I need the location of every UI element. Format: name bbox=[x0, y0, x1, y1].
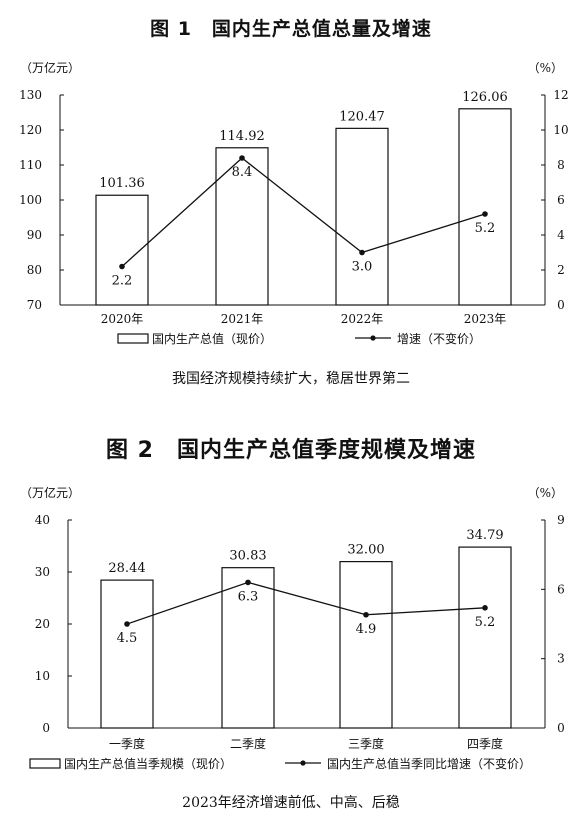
chart2-plot: （万亿元） （%） 0 10 20 30 40 0 3 6 9 28.44 一季度 30.83 二季度 32.… bbox=[20, 485, 565, 771]
chart1-y-tick-label: 90 bbox=[27, 228, 42, 242]
chart2-bar bbox=[221, 567, 275, 729]
chart1-y2-tick-label: 12 bbox=[553, 88, 568, 102]
chart1-y2-tick-label: 0 bbox=[557, 298, 565, 312]
chart1-y2-tick-label: 2 bbox=[557, 263, 565, 277]
chart2-growth-value-label: 4.5 bbox=[117, 631, 138, 646]
chart2-y2-tick-label: 9 bbox=[557, 513, 565, 527]
chart1-bar-value-label: 120.47 bbox=[339, 109, 385, 124]
chart1-y-tick-label: 130 bbox=[19, 88, 42, 102]
chart1-y-tick-label: 110 bbox=[19, 158, 42, 172]
chart1-y-unit: （万亿元） bbox=[20, 60, 80, 75]
chart1-plot: （万亿元） （%） 70 80 90 100 110 120 130 0 2 4 6 8 10 12 101.3… bbox=[19, 60, 569, 346]
chart2-bar-value-label: 34.79 bbox=[466, 528, 503, 543]
chart2-caption: 2023年经济增速前低、中高、后稳 bbox=[182, 795, 400, 811]
chart1-caption: 我国经济规模持续扩大，稳居世界第二 bbox=[172, 371, 410, 387]
chart2-growth-line bbox=[126, 581, 486, 625]
chart2-growth-point bbox=[482, 605, 488, 611]
chart2-title: 图 2 国内生产总值季度规模及增速 bbox=[106, 438, 476, 463]
chart1-growth-point bbox=[239, 155, 245, 161]
chart2-y2-unit: （%） bbox=[528, 486, 563, 500]
chart1-growth-value-label: 3.0 bbox=[352, 260, 373, 275]
chart2-y2-tick-label: 3 bbox=[557, 652, 565, 666]
chart1-y2-tick-label: 4 bbox=[557, 228, 565, 242]
chart2-growth-value-label: 4.9 bbox=[356, 622, 377, 637]
chart1-x-tick-label: 2023年 bbox=[464, 312, 507, 326]
chart1-legend-line-label: 增速（不变价） bbox=[397, 331, 481, 346]
chart1-growth-point bbox=[119, 263, 125, 270]
chart2-x-tick-label: 三季度 bbox=[348, 736, 384, 751]
chart1-x-tick-label: 2022年 bbox=[341, 312, 384, 326]
chart2-bar-value-label: 28.44 bbox=[108, 561, 145, 576]
chart1-growth-value-label: 8.4 bbox=[232, 165, 253, 180]
chart1-y2-unit: （%） bbox=[528, 61, 563, 75]
chart2-growth-value-label: 6.3 bbox=[238, 589, 259, 604]
chart2-y-tick-label: 20 bbox=[35, 617, 50, 631]
chart1-legend-bar-swatch bbox=[117, 333, 149, 344]
chart2-bar bbox=[100, 579, 154, 729]
chart1-y2-tick-label: 8 bbox=[557, 158, 565, 172]
chart1-legend-line-marker bbox=[370, 335, 376, 341]
chart2-growth-point bbox=[124, 621, 130, 627]
chart1-y2-tick-label: 10 bbox=[553, 123, 568, 137]
chart1-growth-value-label: 2.2 bbox=[112, 274, 133, 289]
chart1-legend-bar-label: 国内生产总值（现价） bbox=[152, 331, 272, 346]
chart1-title: 图 1 国内生产总值总量及增速 bbox=[150, 18, 432, 40]
chart1-y-tick-label: 120 bbox=[19, 123, 42, 137]
chart2-bar bbox=[339, 560, 393, 729]
chart2-growth-point bbox=[363, 611, 369, 618]
chart1-y-tick-label: 70 bbox=[27, 298, 42, 312]
chart1-y-tick-label: 100 bbox=[19, 193, 42, 207]
chart2-x-tick-label: 一季度 bbox=[109, 736, 145, 751]
chart1-growth-value-label: 5.2 bbox=[475, 221, 496, 236]
chart2-growth-point bbox=[245, 579, 251, 586]
chart1-y-tick-label: 80 bbox=[27, 263, 42, 277]
chart1-bar bbox=[335, 127, 389, 306]
chart2-y-tick-label: 40 bbox=[35, 513, 50, 527]
chart2-x-tick-label: 二季度 bbox=[230, 736, 266, 751]
chart2-y-tick-label: 30 bbox=[35, 565, 50, 579]
chart2-bar-value-label: 30.83 bbox=[229, 549, 266, 564]
chart1-y2-tick-label: 6 bbox=[557, 193, 565, 207]
chart2-y-tick-label: 10 bbox=[35, 669, 50, 683]
chart1-x-tick-label: 2021年 bbox=[221, 312, 264, 326]
chart1-growth-line bbox=[121, 157, 486, 267]
chart2-x-tick-label: 四季度 bbox=[467, 736, 503, 751]
chart1-growth-point bbox=[359, 249, 365, 256]
chart2-bar bbox=[458, 546, 512, 729]
chart1-bar-value-label: 114.92 bbox=[219, 129, 265, 144]
chart1-bar-value-label: 126.06 bbox=[462, 90, 508, 105]
chart2-y2-tick-label: 6 bbox=[557, 582, 565, 596]
chart1-x-tick-label: 2020年 bbox=[101, 312, 144, 326]
chart2-legend-bar-label: 国内生产总值当季规模（现价） bbox=[64, 756, 232, 771]
chart2-y-unit: （万亿元） bbox=[20, 485, 80, 500]
chart2-growth-value-label: 5.2 bbox=[475, 615, 496, 630]
chart1-growth-point bbox=[482, 211, 488, 217]
chart2-legend-line-label: 国内生产总值当季同比增速（不变价） bbox=[327, 756, 531, 771]
chart2-legend-bar-swatch bbox=[29, 758, 61, 769]
chart2-y2-tick-label: 0 bbox=[557, 721, 565, 735]
chart1-bar-value-label: 101.36 bbox=[99, 176, 145, 191]
chart2-bar-value-label: 32.00 bbox=[347, 543, 384, 558]
chart2-legend-line-marker bbox=[300, 760, 306, 766]
chart1-bar bbox=[458, 108, 512, 306]
chart2-y-tick-label: 0 bbox=[42, 721, 50, 735]
